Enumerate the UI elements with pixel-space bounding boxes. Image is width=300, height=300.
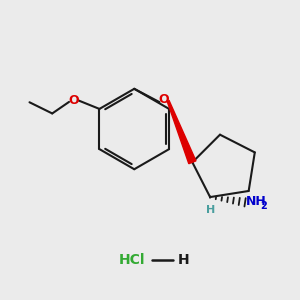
Text: O: O <box>68 94 79 107</box>
Text: H: H <box>206 206 215 215</box>
Text: 2: 2 <box>260 201 266 211</box>
Text: O: O <box>159 93 169 106</box>
Text: NH: NH <box>246 195 267 208</box>
Text: HCl: HCl <box>118 253 145 267</box>
Text: H: H <box>178 253 190 267</box>
Polygon shape <box>167 101 196 164</box>
